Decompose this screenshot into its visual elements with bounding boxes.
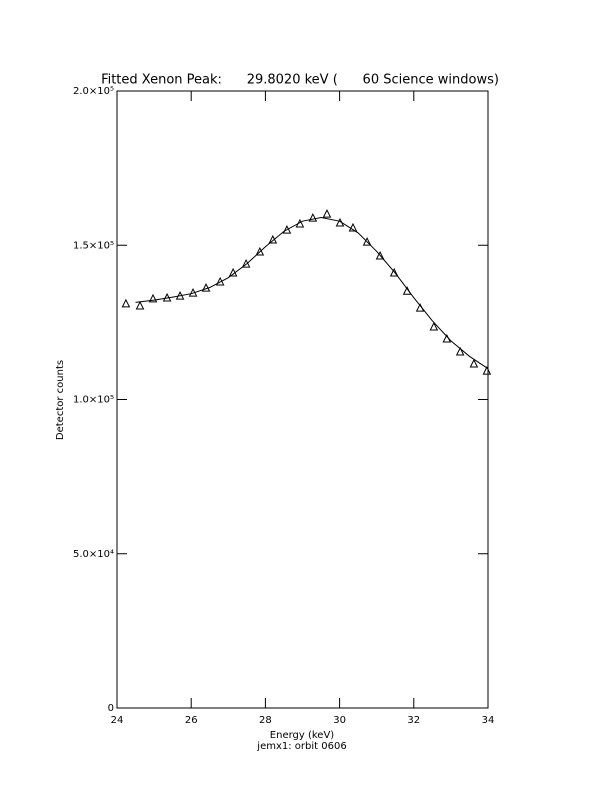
x-tick-label: 26 bbox=[185, 715, 198, 726]
data-point bbox=[348, 222, 358, 232]
x-tick-label: 24 bbox=[111, 715, 124, 726]
x-tick-label: 34 bbox=[482, 715, 495, 726]
chart-title: Fitted Xenon Peak: 29.8020 keV ( 60 Scie… bbox=[101, 73, 499, 88]
x-tick-label: 30 bbox=[333, 715, 346, 726]
data-point bbox=[362, 237, 372, 246]
data-point bbox=[268, 234, 278, 244]
data-point bbox=[201, 283, 211, 292]
subtitle: jemx1: orbit 0606 bbox=[256, 741, 346, 752]
x-tick-label: 28 bbox=[259, 715, 272, 726]
data-point bbox=[389, 267, 399, 277]
y-tick-label: 2.0×10⁵ bbox=[73, 86, 114, 97]
y-tick-label: 0 bbox=[108, 703, 114, 714]
data-point bbox=[148, 293, 158, 303]
y-tick-label: 5.0×10⁴ bbox=[73, 549, 114, 560]
data-point bbox=[241, 258, 251, 268]
data-point bbox=[429, 321, 439, 331]
plot-frame bbox=[116, 90, 489, 709]
data-point bbox=[322, 208, 332, 218]
data-point bbox=[255, 246, 265, 256]
y-tick-label: 1.5×10⁵ bbox=[73, 240, 114, 251]
data-point bbox=[482, 365, 492, 375]
y-axis-label: Detector counts bbox=[55, 360, 66, 440]
data-point bbox=[135, 300, 145, 310]
data-point bbox=[282, 225, 292, 234]
fit-curve bbox=[135, 216, 489, 370]
data-point bbox=[308, 212, 318, 222]
x-tick-label: 32 bbox=[407, 715, 420, 726]
data-point bbox=[375, 250, 385, 260]
data-point bbox=[455, 346, 465, 356]
data-point bbox=[469, 358, 479, 368]
data-point bbox=[121, 298, 131, 308]
x-axis-label: Energy (keV) bbox=[270, 730, 335, 741]
y-tick-label: 1.0×10⁵ bbox=[73, 395, 114, 406]
